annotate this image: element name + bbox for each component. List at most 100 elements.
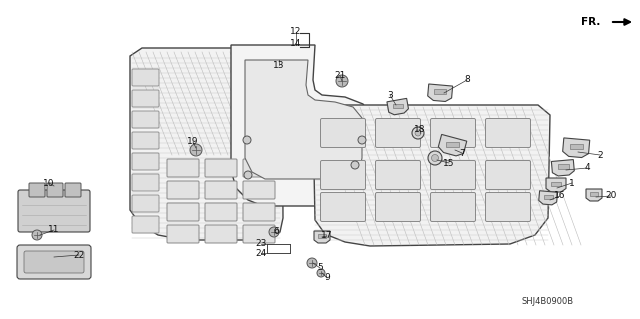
Text: 23: 23 bbox=[255, 240, 267, 249]
Circle shape bbox=[244, 171, 252, 179]
Circle shape bbox=[351, 161, 359, 169]
Text: 20: 20 bbox=[605, 191, 617, 201]
FancyBboxPatch shape bbox=[47, 183, 63, 197]
Circle shape bbox=[307, 258, 317, 268]
FancyBboxPatch shape bbox=[132, 153, 159, 170]
FancyBboxPatch shape bbox=[132, 132, 159, 149]
Text: 8: 8 bbox=[464, 76, 470, 85]
Text: 1: 1 bbox=[569, 179, 575, 188]
Text: 16: 16 bbox=[554, 191, 566, 201]
Bar bbox=[570, 144, 582, 149]
FancyBboxPatch shape bbox=[243, 225, 275, 243]
Polygon shape bbox=[563, 138, 589, 158]
Text: 19: 19 bbox=[188, 137, 199, 146]
FancyBboxPatch shape bbox=[132, 69, 159, 86]
FancyBboxPatch shape bbox=[486, 118, 531, 147]
Polygon shape bbox=[438, 134, 467, 156]
Polygon shape bbox=[130, 48, 283, 240]
Polygon shape bbox=[539, 191, 557, 205]
FancyBboxPatch shape bbox=[376, 160, 420, 189]
Bar bbox=[434, 89, 446, 94]
FancyBboxPatch shape bbox=[167, 203, 199, 221]
Polygon shape bbox=[245, 60, 362, 179]
FancyBboxPatch shape bbox=[132, 216, 159, 233]
FancyBboxPatch shape bbox=[205, 159, 237, 177]
Text: 6: 6 bbox=[273, 227, 279, 236]
Bar bbox=[557, 164, 568, 169]
Bar bbox=[543, 195, 552, 199]
FancyBboxPatch shape bbox=[205, 225, 237, 243]
Circle shape bbox=[412, 127, 424, 139]
Circle shape bbox=[415, 130, 421, 136]
FancyBboxPatch shape bbox=[486, 192, 531, 221]
FancyBboxPatch shape bbox=[17, 245, 91, 279]
FancyBboxPatch shape bbox=[321, 192, 365, 221]
Text: 17: 17 bbox=[321, 232, 333, 241]
Text: 10: 10 bbox=[44, 179, 55, 188]
Circle shape bbox=[358, 136, 366, 144]
FancyBboxPatch shape bbox=[29, 183, 45, 197]
Circle shape bbox=[269, 227, 279, 237]
FancyBboxPatch shape bbox=[167, 181, 199, 199]
FancyBboxPatch shape bbox=[431, 160, 476, 189]
Text: 15: 15 bbox=[444, 159, 455, 167]
Text: 24: 24 bbox=[255, 249, 267, 257]
FancyBboxPatch shape bbox=[132, 195, 159, 212]
Text: 18: 18 bbox=[414, 125, 426, 135]
Circle shape bbox=[428, 151, 442, 165]
FancyBboxPatch shape bbox=[167, 225, 199, 243]
Text: 13: 13 bbox=[273, 61, 285, 70]
FancyBboxPatch shape bbox=[376, 118, 420, 147]
Circle shape bbox=[431, 154, 438, 161]
Circle shape bbox=[190, 144, 202, 156]
Bar bbox=[393, 103, 403, 108]
Text: SHJ4B0900B: SHJ4B0900B bbox=[522, 298, 574, 307]
FancyBboxPatch shape bbox=[205, 181, 237, 199]
Polygon shape bbox=[552, 160, 574, 176]
Text: 9: 9 bbox=[324, 273, 330, 283]
FancyBboxPatch shape bbox=[205, 203, 237, 221]
Polygon shape bbox=[586, 189, 602, 201]
Text: 11: 11 bbox=[48, 226, 60, 234]
Circle shape bbox=[32, 230, 42, 240]
FancyBboxPatch shape bbox=[18, 190, 90, 232]
Text: 12: 12 bbox=[291, 27, 301, 36]
Circle shape bbox=[336, 75, 348, 87]
Circle shape bbox=[317, 269, 325, 277]
FancyBboxPatch shape bbox=[321, 118, 365, 147]
FancyBboxPatch shape bbox=[132, 111, 159, 128]
Bar bbox=[318, 234, 326, 238]
Bar bbox=[551, 182, 561, 186]
Polygon shape bbox=[231, 45, 372, 206]
Polygon shape bbox=[313, 105, 550, 246]
FancyBboxPatch shape bbox=[24, 251, 84, 273]
FancyBboxPatch shape bbox=[132, 90, 159, 107]
Text: 4: 4 bbox=[584, 164, 590, 173]
FancyBboxPatch shape bbox=[431, 118, 476, 147]
FancyBboxPatch shape bbox=[132, 174, 159, 191]
FancyBboxPatch shape bbox=[486, 160, 531, 189]
FancyBboxPatch shape bbox=[243, 159, 275, 177]
FancyBboxPatch shape bbox=[431, 192, 476, 221]
Bar bbox=[445, 142, 458, 147]
FancyBboxPatch shape bbox=[65, 183, 81, 197]
FancyBboxPatch shape bbox=[167, 159, 199, 177]
Text: 2: 2 bbox=[597, 151, 603, 160]
Polygon shape bbox=[546, 178, 566, 192]
Text: 7: 7 bbox=[459, 149, 465, 158]
FancyBboxPatch shape bbox=[321, 160, 365, 189]
Text: FR.: FR. bbox=[580, 17, 600, 27]
Text: 5: 5 bbox=[317, 263, 323, 272]
Text: 14: 14 bbox=[291, 40, 301, 48]
Text: 22: 22 bbox=[74, 250, 84, 259]
Polygon shape bbox=[314, 231, 330, 243]
Text: 3: 3 bbox=[387, 91, 393, 100]
Bar bbox=[590, 192, 598, 196]
Circle shape bbox=[243, 136, 251, 144]
Text: 21: 21 bbox=[334, 71, 346, 80]
FancyBboxPatch shape bbox=[243, 203, 275, 221]
Polygon shape bbox=[428, 84, 452, 101]
FancyBboxPatch shape bbox=[243, 181, 275, 199]
FancyBboxPatch shape bbox=[376, 192, 420, 221]
Polygon shape bbox=[387, 98, 408, 115]
